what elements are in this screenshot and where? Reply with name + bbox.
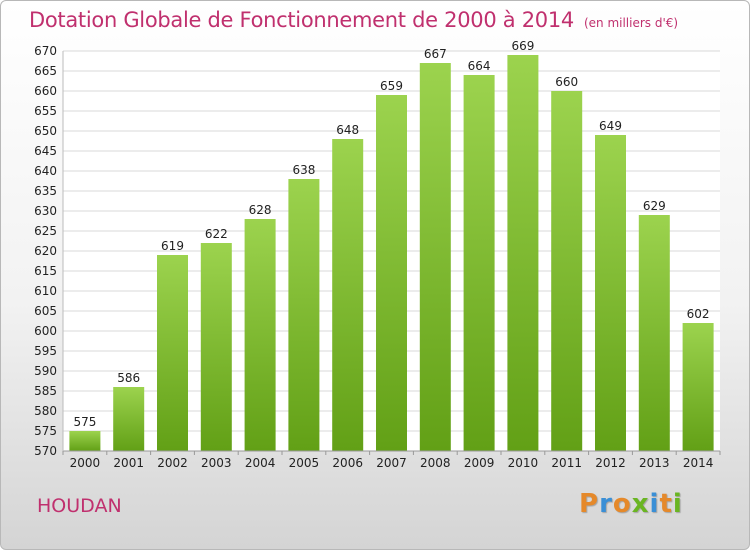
y-tick-label: 635	[34, 184, 57, 198]
logo-letter: i	[672, 489, 683, 519]
x-tick-label: 2000	[70, 456, 101, 470]
chart-unit: (en milliers d'€)	[583, 16, 679, 30]
y-tick-label: 575	[34, 424, 57, 438]
data-label-2001: 586	[117, 371, 140, 385]
bar-2011[interactable]	[551, 91, 583, 451]
x-tick-label: 2004	[245, 456, 276, 470]
y-tick-label: 645	[34, 144, 57, 158]
y-tick-label: 655	[34, 104, 57, 118]
bar-2012[interactable]	[595, 135, 626, 451]
data-label-2005: 638	[292, 163, 315, 177]
bar-2014[interactable]	[682, 323, 714, 451]
x-tick-label: 2011	[551, 456, 582, 470]
y-tick-label: 620	[34, 244, 57, 258]
bar-2004[interactable]	[244, 219, 276, 451]
x-tick-label: 2009	[464, 456, 495, 470]
y-tick-label: 660	[34, 84, 57, 98]
bar-2000[interactable]	[69, 431, 101, 451]
y-tick-label: 650	[34, 124, 57, 138]
data-label-2003: 622	[205, 227, 228, 241]
y-tick-label: 630	[34, 204, 57, 218]
data-label-2013: 629	[643, 199, 666, 213]
data-label-2012: 649	[599, 119, 622, 133]
bar-2013[interactable]	[638, 215, 670, 451]
logo-letter: r	[599, 489, 613, 519]
y-tick-label: 590	[34, 364, 57, 378]
x-axis-ticks: 2000 2001 2002 2003 2004 2005 2006 2007 2008 2009…	[62, 451, 721, 470]
y-tick-label: 640	[34, 164, 57, 178]
x-tick-label: 2010	[508, 456, 539, 470]
x-tick-label: 2013	[639, 456, 670, 470]
bar-2006[interactable]	[332, 139, 364, 451]
y-tick-label: 585	[34, 384, 57, 398]
logo-letter: x	[631, 489, 650, 519]
x-tick-label: 2007	[376, 456, 407, 470]
commune-name: HOUDAN	[37, 495, 122, 517]
logo-letter: o	[612, 489, 632, 519]
y-axis-ticks: 570 575 580 585 590 595 600 605 610 615 620 625 630 6…	[34, 44, 57, 458]
logo-letter: t	[659, 489, 673, 519]
bar-2001[interactable]	[113, 387, 145, 451]
y-tick-label: 595	[34, 344, 57, 358]
logo-letter: i	[649, 489, 660, 519]
bar-2010[interactable]	[507, 55, 539, 451]
x-tick-label: 2006	[332, 456, 363, 470]
x-tick-label: 2001	[113, 456, 144, 470]
x-tick-label: 2012	[595, 456, 626, 470]
data-label-2004: 628	[249, 203, 272, 217]
y-tick-label: 605	[34, 304, 57, 318]
bar-2008[interactable]	[419, 63, 451, 451]
bar-2009[interactable]	[463, 75, 495, 451]
data-label-2010: 669	[511, 39, 534, 53]
bars-group	[69, 55, 714, 451]
data-label-2000: 575	[73, 415, 96, 429]
x-tick-label: 2014	[683, 456, 714, 470]
y-tick-label: 580	[34, 404, 57, 418]
x-tick-label: 2003	[201, 456, 232, 470]
data-label-2002: 619	[161, 239, 184, 253]
chart-title-text: Dotation Globale de Fonctionnement de 20…	[29, 8, 574, 32]
bar-2003[interactable]	[200, 243, 232, 451]
bar-2002[interactable]	[157, 255, 188, 451]
data-label-2007: 659	[380, 79, 403, 93]
proxiti-logo[interactable]: Proxiti	[579, 489, 683, 519]
y-tick-label: 600	[34, 324, 57, 338]
y-tick-label: 610	[34, 284, 57, 298]
x-tick-label: 2008	[420, 456, 451, 470]
x-tick-label: 2002	[157, 456, 188, 470]
y-tick-label: 670	[34, 44, 57, 58]
data-label-2008: 667	[424, 47, 447, 61]
bar-2007[interactable]	[376, 95, 407, 451]
chart-title: Dotation Globale de Fonctionnement de 20…	[29, 8, 678, 32]
bar-2005[interactable]	[288, 179, 320, 451]
data-label-2011: 660	[555, 75, 578, 89]
data-labels: 575 586 619 622 628 638 648 659 667 664 669 660 649 6…	[73, 39, 709, 429]
y-tick-label: 665	[34, 64, 57, 78]
logo-letter: P	[579, 489, 600, 519]
y-tick-label: 570	[34, 444, 57, 458]
y-tick-label: 615	[34, 264, 57, 278]
data-label-2006: 648	[336, 123, 359, 137]
data-label-2009: 664	[468, 59, 491, 73]
data-label-2014: 602	[687, 307, 710, 321]
y-tick-label: 625	[34, 224, 57, 238]
x-tick-label: 2005	[289, 456, 320, 470]
